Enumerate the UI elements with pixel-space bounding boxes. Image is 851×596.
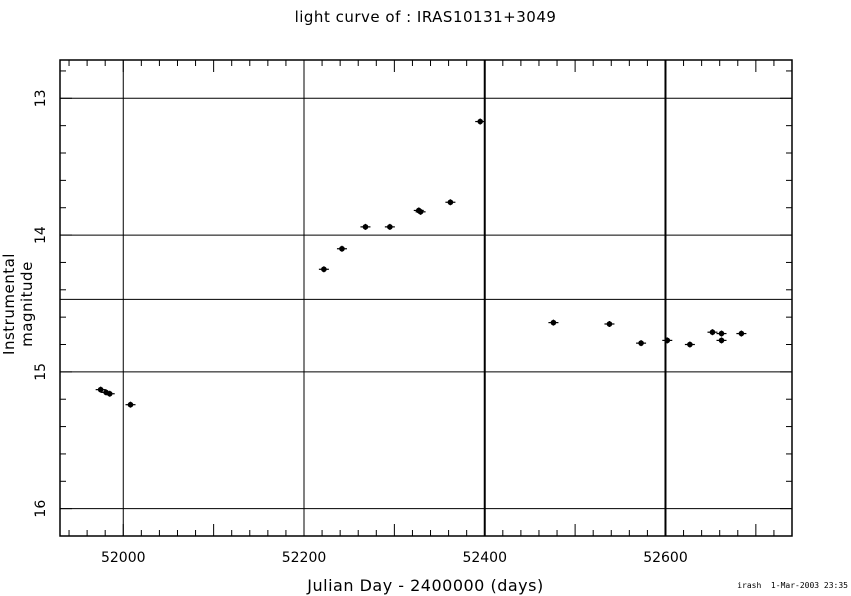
x-tick-label: 52400	[462, 550, 507, 566]
data-point	[415, 208, 426, 215]
point-marker	[339, 245, 345, 252]
y-tick-label: 16	[33, 500, 49, 518]
point-marker	[127, 401, 134, 408]
x-axis-label: Julian Day - 2400000 (days)	[307, 576, 544, 595]
point-marker	[321, 266, 327, 273]
plot-frame	[59, 59, 793, 537]
data-point	[475, 118, 486, 125]
point-marker	[606, 321, 613, 327]
point-marker	[638, 340, 644, 346]
timestamp-stamp: irash 1-Mar-2003 23:35	[737, 581, 848, 590]
data-point	[384, 223, 395, 230]
data-point	[716, 330, 727, 337]
point-marker	[709, 329, 716, 335]
point-marker	[387, 224, 393, 230]
y-tick-label: 14	[33, 226, 49, 244]
data-point	[318, 266, 329, 273]
data-point	[636, 340, 647, 347]
data-point	[707, 329, 718, 336]
point-marker	[738, 330, 745, 337]
x-tick-label: 52000	[101, 550, 146, 566]
data-point	[104, 390, 115, 397]
x-tick-label: 52600	[643, 550, 688, 566]
data-point	[716, 337, 727, 344]
data-point	[445, 199, 456, 206]
data-point	[684, 341, 695, 348]
point-marker	[718, 330, 725, 337]
data-point	[95, 386, 106, 393]
y-tick-label: 15	[33, 363, 49, 381]
data-point	[604, 320, 615, 327]
data-point	[662, 337, 673, 344]
data-point	[336, 245, 347, 252]
data-point	[125, 401, 136, 408]
point-marker	[718, 337, 725, 344]
data-point-layer	[95, 118, 747, 408]
x-tick-label: 52200	[282, 550, 327, 566]
tick-label-layer: 52000 52200 52400 52600 13 14 15 16	[33, 89, 688, 566]
point-marker	[362, 224, 369, 230]
data-point	[360, 223, 371, 230]
point-marker	[477, 118, 484, 125]
point-marker	[687, 341, 693, 348]
point-marker	[550, 319, 557, 326]
chart-title: light curve of : IRAS10131+3049	[294, 8, 557, 26]
y-tick-label: 13	[33, 89, 49, 107]
grid-layer	[60, 60, 792, 536]
tick-layer	[60, 60, 793, 536]
data-point	[736, 330, 747, 337]
point-marker	[417, 209, 424, 215]
point-marker	[664, 337, 671, 344]
point-marker	[97, 386, 104, 393]
data-point	[548, 319, 559, 326]
point-marker	[447, 199, 454, 206]
point-marker	[106, 390, 113, 397]
